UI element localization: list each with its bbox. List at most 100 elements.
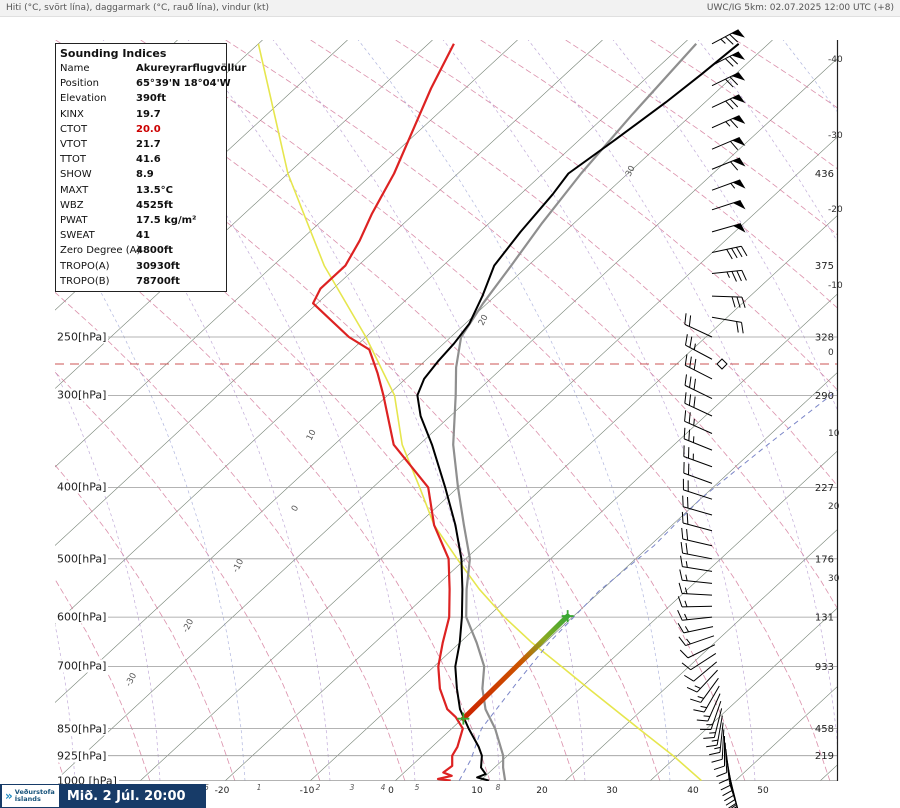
index-value: 390ft [136,93,167,105]
svg-text:30: 30 [606,786,618,796]
svg-text:-20: -20 [181,617,196,634]
index-label: Elevation [60,93,107,105]
indices-row: MAXT 13.5°C [56,183,226,198]
pressure-label: 1000 [hPa] [55,774,119,788]
pressure-label: 500[hPa] [55,552,109,566]
indices-row: VTOT 21.7 [56,137,226,152]
svg-text:-20: -20 [828,205,843,215]
svg-text:290: 290 [815,391,834,402]
index-label: CTOT [60,123,88,135]
svg-text:30: 30 [624,164,638,178]
indices-row: SHOW 8.9 [56,167,226,182]
index-value: 41.6 [136,154,161,166]
index-value: 78700ft [136,275,180,287]
index-value: 30930ft [136,260,180,272]
logo-text: Veðurstofa Íslands [14,787,55,803]
wind-barbs [677,29,748,808]
svg-text:30: 30 [828,574,840,584]
svg-text:131: 131 [815,613,834,624]
svg-text:-10: -10 [300,786,315,796]
svg-text:-10: -10 [828,281,843,291]
svg-text:328: 328 [815,333,834,344]
svg-text:5: 5 [415,783,420,792]
svg-text:458: 458 [815,724,834,735]
indices-row: Elevation 390ft [56,91,226,106]
svg-text:1: 1 [257,783,262,792]
svg-text:40: 40 [687,786,699,796]
top-info-bar: Hiti (°C, svört lína), daggarmark (°C, r… [0,0,900,17]
index-label: TTOT [60,154,87,166]
svg-text:-10: -10 [231,557,246,574]
svg-text:50: 50 [757,786,769,796]
indices-row: Name Akureyrarflugvöllur [56,61,246,76]
svg-text:436: 436 [815,169,834,180]
svg-text:10: 10 [471,786,483,796]
pressure-label: 600[hPa] [55,610,109,624]
svg-text:3: 3 [350,783,355,792]
indices-row: Position 65°39'N 18°04'W [56,76,231,91]
svg-text:375: 375 [815,261,834,272]
vedurstofa-logo: » Veðurstofa Íslands [2,785,59,807]
indices-row: WBZ 4525ft [56,198,226,213]
index-value: Akureyrarflugvöllur [136,63,247,74]
svg-text:8: 8 [496,783,501,792]
model-run-text: UWC/IG 5km: 02.07.2025 12:00 UTC (+8) [706,3,894,13]
index-label: MAXT [60,184,89,196]
index-label: KINX [60,108,84,120]
svg-text:2: 2 [316,783,321,792]
indices-row: TTOT 41.6 [56,152,226,167]
svg-text:0: 0 [828,348,834,358]
indices-row: TROPO(A) 30930ft [56,259,226,274]
svg-text:10: 10 [828,429,840,439]
svg-text:-40: -40 [828,55,843,65]
sounding-indices-panel: Sounding Indices Name Akureyrarflugvöllur… [55,43,246,293]
indices-row: SWEAT 41 [56,228,226,243]
tropopause-marker [716,358,728,370]
indices-row: TROPO(B) 78700ft [56,274,226,289]
index-value: 17.5 kg/m² [136,215,197,227]
index-value: 65°39'N 18°04'W [136,78,231,90]
svg-text:933: 933 [815,662,834,673]
index-value: 19.7 [136,108,161,120]
aux_yellow-curve [257,43,702,781]
logo-text-line2: Íslands [14,795,41,803]
pressure-label: 850[hPa] [55,722,109,736]
index-label: Zero Degree (A) [60,245,141,257]
index-value: 4525ft [136,199,173,211]
index-label: TROPO(A) [60,260,110,272]
indices-rows: Name Akureyrarflugvöllur Position 65°39'N 1… [56,61,246,289]
valid-time-label: Mið. 2 Júl. 20:00 [66,788,186,804]
svg-text:-30: -30 [124,671,139,688]
svg-text:-20: -20 [215,786,230,796]
indices-row: Zero Degree (A) 4800ft [56,243,226,258]
index-value: 8.9 [136,169,154,181]
parcel-curve [452,43,698,781]
indices-row: PWAT 17.5 kg/m² [56,213,226,228]
svg-text:-30: -30 [828,131,843,141]
svg-text:4: 4 [381,783,386,792]
index-label: PWAT [60,215,88,227]
temperature-curve [416,43,740,781]
logo-chevrons-icon: » [5,789,13,803]
index-label: Position [60,78,99,90]
svg-text:219: 219 [815,751,834,762]
indices-row: KINX 19.7 [56,107,226,122]
index-label: SWEAT [60,230,95,242]
pressure-label: 925[hPa] [55,749,109,763]
legend-text: Hiti (°C, svört lína), daggarmark (°C, r… [6,3,270,13]
shear-vector [460,613,571,722]
logo-text-line1: Veðurstofa [14,787,55,796]
svg-text:0: 0 [388,786,394,796]
dewpoint-curve [312,43,464,781]
index-value: 21.7 [136,139,161,151]
grid-and-curves [55,40,837,781]
svg-text:20: 20 [477,313,491,327]
index-label: TROPO(B) [60,275,110,287]
index-value: 20.0 [136,123,161,135]
indices-title: Sounding Indices [60,47,167,60]
index-value: 41 [136,230,150,242]
footer-bar: » Veðurstofa Íslands Mið. 2 Júl. 20:00 [0,784,206,808]
axis-label-layer: 436375328290227176131933458219-40-30-20-… [124,55,843,796]
index-label: SHOW [60,169,92,181]
svg-text:20: 20 [828,502,840,512]
